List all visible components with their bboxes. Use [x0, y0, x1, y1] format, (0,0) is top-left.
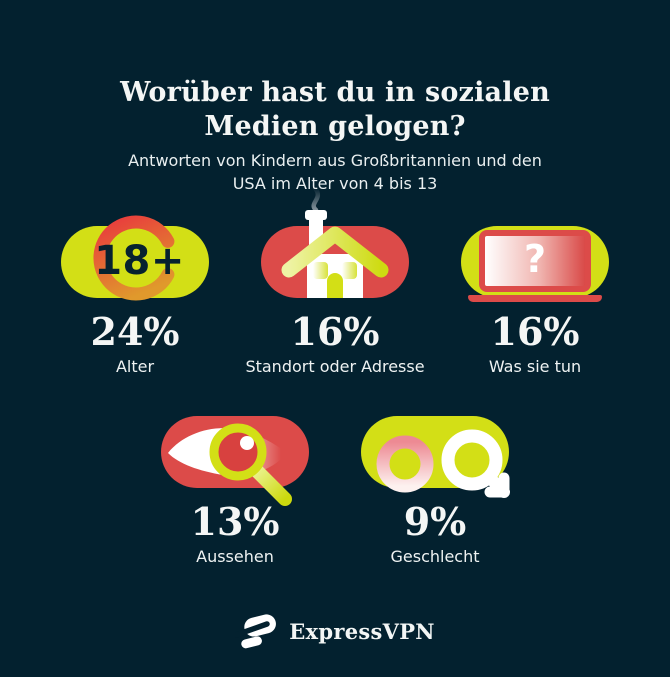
- house-graphic: [281, 185, 389, 298]
- subtitle: Antworten von Kindern aus Großbritannien…: [0, 149, 670, 195]
- eye-magnifier-icon: [135, 376, 335, 506]
- percentage-value: 16%: [490, 309, 580, 354]
- smoke-icon: [311, 185, 321, 213]
- eye-graphic: [168, 423, 292, 506]
- brand-footer: ExpressVPN: [0, 612, 670, 650]
- laptop-base: [468, 295, 602, 302]
- female-symbol: [376, 404, 434, 493]
- eye-glint: [240, 436, 254, 450]
- stat-item-was-sie-tun: ? 16% Was sie tun: [435, 186, 635, 377]
- pill-background: [61, 226, 209, 298]
- percentage-value: 13%: [190, 499, 280, 544]
- percentage-value: 16%: [290, 309, 380, 354]
- stat-item-aussehen: 13% Aussehen: [135, 376, 335, 567]
- stat-label: Standort oder Adresse: [245, 357, 425, 376]
- percentage-value: 9%: [403, 499, 467, 544]
- stat-item-standort: 16% Standort oder Adresse: [235, 185, 435, 377]
- page-title: Worüber hast du in sozialen Medien gelog…: [0, 76, 670, 144]
- age-18-plus-icon: 18+: [35, 186, 235, 312]
- brand-wordmark: ExpressVPN: [289, 618, 435, 644]
- subtitle-line1: Antworten von Kindern aus Großbritannien…: [128, 151, 542, 170]
- age-badge-text: 18+: [94, 238, 185, 285]
- page-title-line2: Medien gelogen?: [204, 111, 466, 143]
- stat-label: Was sie tun: [488, 357, 582, 376]
- gender-symbols-icon: [335, 376, 535, 502]
- percentage-value: 24%: [90, 309, 180, 354]
- subtitle-line2: USA im Alter von 4 bis 13: [232, 174, 438, 193]
- laptop-screen: ?: [479, 230, 591, 292]
- laptop-question-icon: ?: [435, 186, 635, 312]
- house-icon: [235, 185, 435, 312]
- stat-item-geschlecht: 9% Geschlecht: [335, 376, 535, 567]
- page-title-line1: Worüber hast du in sozialen: [120, 77, 550, 109]
- expressvpn-logo-icon: [235, 614, 277, 649]
- stat-item-alter: 18+ 24% Alter: [35, 186, 235, 377]
- question-mark-text: ?: [523, 237, 547, 281]
- stats-row-1: 18+ 24% Alter: [0, 185, 670, 377]
- magnifier-lens: [209, 423, 267, 481]
- gender-graphic: [376, 404, 510, 498]
- stat-label: Geschlecht: [390, 547, 480, 566]
- magnifier-handle: [249, 463, 292, 506]
- male-symbol: [441, 429, 510, 498]
- stat-label: Alter: [115, 357, 155, 376]
- age-ring-icon: [93, 215, 175, 301]
- stats-row-2: 13% Aussehen: [0, 376, 670, 567]
- stat-label: Aussehen: [196, 547, 274, 566]
